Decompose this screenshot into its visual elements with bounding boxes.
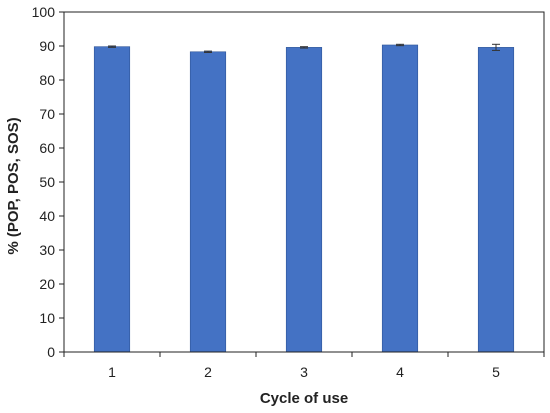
y-axis-title: % (POP, POS, SOS) xyxy=(5,117,22,254)
error-bar-1 xyxy=(108,45,116,48)
y-tick-labels: 0 10 20 30 40 50 60 70 80 90 100 xyxy=(32,4,56,360)
x-axis-title: Cycle of use xyxy=(260,390,348,407)
y-tick-label: 10 xyxy=(39,310,55,326)
bar-1 xyxy=(93,46,131,353)
bar-3 xyxy=(285,47,323,353)
y-tick-label: 70 xyxy=(39,106,55,122)
plot-frame xyxy=(63,11,545,353)
axes-layer xyxy=(59,11,545,357)
error-bars-layer xyxy=(108,43,500,53)
error-bar-5 xyxy=(492,43,500,51)
x-tick-labels: 1 2 3 4 5 xyxy=(108,364,500,380)
x-tick-label: 3 xyxy=(300,364,308,380)
y-tick-label: 80 xyxy=(39,72,55,88)
error-bar-3 xyxy=(300,46,308,49)
x-tick-label: 2 xyxy=(204,364,212,380)
y-tick-label: 50 xyxy=(39,174,55,190)
y-tick-label: 40 xyxy=(39,208,55,224)
x-tick-label: 4 xyxy=(396,364,404,380)
error-bar-2 xyxy=(204,50,212,53)
y-tick-label: 100 xyxy=(32,4,56,20)
bar-2 xyxy=(189,51,227,353)
y-tick-label: 60 xyxy=(39,140,55,156)
bars-layer xyxy=(93,44,515,353)
y-tick-label: 90 xyxy=(39,38,55,54)
x-tick-label: 5 xyxy=(492,364,500,380)
x-tick-label: 1 xyxy=(108,364,116,380)
y-tick-label: 20 xyxy=(39,276,55,292)
error-bar-4 xyxy=(396,43,404,47)
bar-4 xyxy=(381,44,419,353)
y-tick-label: 0 xyxy=(47,344,55,360)
y-tick-label: 30 xyxy=(39,242,55,258)
bar-5 xyxy=(477,47,515,353)
